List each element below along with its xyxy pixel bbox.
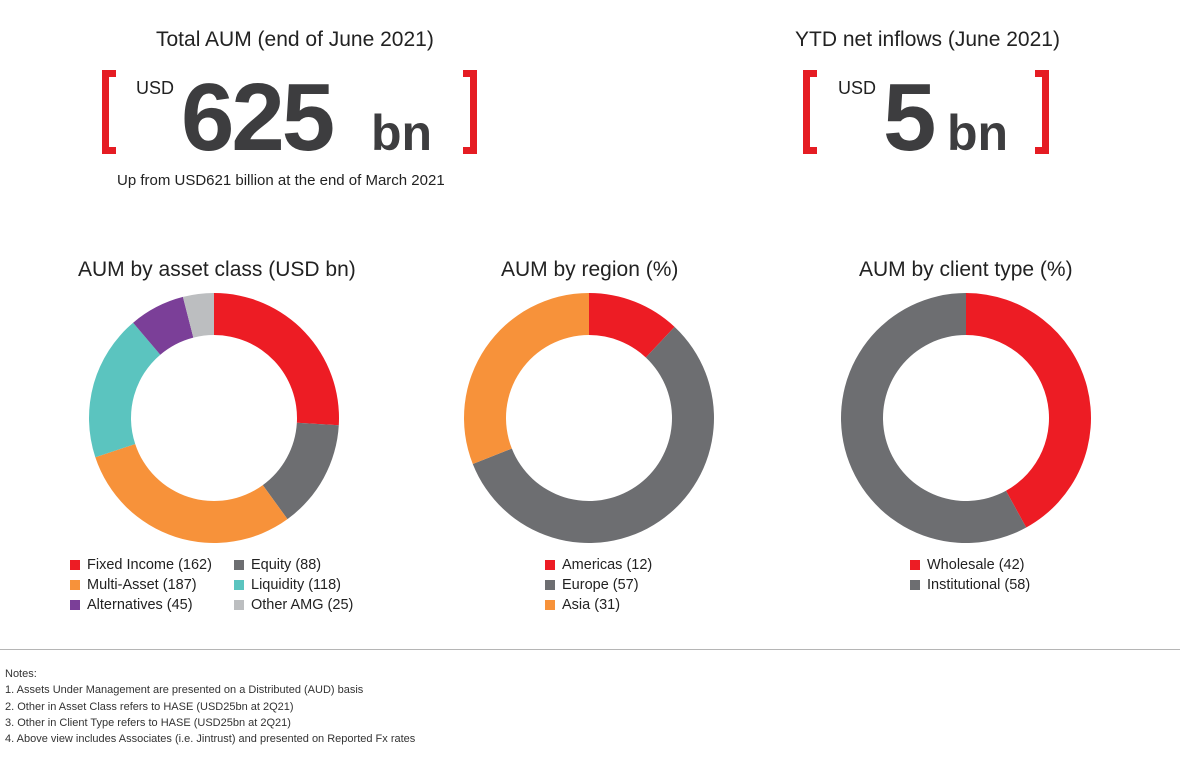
legend-label: Other AMG (25) [251,597,354,613]
legend-swatch [545,600,555,610]
region-chart-title: AUM by region (%) [501,258,679,281]
aum-kpi-title: Total AUM (end of June 2021) [156,28,434,51]
donut-slice-0 [966,293,1091,528]
legend-label: Equity (88) [251,557,322,573]
legend-item: Liquidity (118) [234,577,341,593]
legend-item: Fixed Income (162) [70,557,212,573]
legend-swatch [910,560,920,570]
legend-item: Europe (57) [545,577,639,593]
notes-divider [0,649,1180,650]
legend-label: Americas (12) [562,557,653,573]
client-type-donut [841,293,1091,543]
legend-swatch [70,600,80,610]
note-line: 1. Assets Under Management are presented… [5,684,364,697]
legend-label: Asia (31) [562,597,621,613]
legend-item: Americas (12) [545,557,652,573]
legend-label: Fixed Income (162) [87,557,212,573]
asset-class-donut [88,293,339,543]
note-line: 3. Other in Client Type refers to HASE (… [5,716,291,729]
aum-currency: USD [136,78,175,98]
inflows-kpi-title: YTD net inflows (June 2021) [795,28,1060,51]
legend-item: Wholesale (42) [910,557,1025,573]
legend-swatch [234,580,244,590]
client-type-chart-title: AUM by client type (%) [859,258,1073,281]
legend-swatch [234,560,244,570]
legend-swatch [910,580,920,590]
donut-slice-2 [95,444,288,543]
donut-slice-0 [589,293,675,358]
region-donut [464,293,714,543]
aum-unit: bn [371,105,433,161]
inflows-left-bracket [803,70,817,154]
legend-item: Alternatives (45) [70,597,193,613]
asset-class-chart-title: AUM by asset class (USD bn) [78,258,356,281]
notes-block: Notes: 1. Assets Under Management are pr… [5,666,415,747]
donut-slice-1 [262,422,339,520]
note-line: 4. Above view includes Associates (i.e. … [5,733,416,746]
legend-item: Equity (88) [234,557,321,573]
legend-label: Wholesale (42) [927,557,1025,573]
legend-swatch [70,560,80,570]
aum-right-bracket [463,70,477,154]
legend-label: Europe (57) [562,577,639,593]
donut-slice-3 [88,322,161,458]
inflows-value: 5 [883,64,936,171]
donut-slice-5 [182,293,214,338]
legend-item: Multi-Asset (187) [70,577,197,593]
aum-subtitle: Up from USD621 billion at the end of Mar… [117,172,445,189]
legend-item: Asia (31) [545,597,620,613]
legend-swatch [545,580,555,590]
legend-label: Alternatives (45) [87,597,193,613]
legend-item: Other AMG (25) [234,597,353,613]
notes-heading: Notes: [5,668,37,680]
legend-label: Liquidity (118) [251,577,342,593]
aum-left-bracket [102,70,116,154]
donut-slice-2 [464,293,589,465]
inflows-right-bracket [1035,70,1049,154]
legend-swatch [545,560,555,570]
donut-slice-0 [214,293,339,426]
donut-slice-1 [472,326,714,543]
inflows-currency: USD [838,78,877,98]
inflows-unit: bn [947,105,1009,161]
legend-label: Multi-Asset (187) [87,577,197,593]
note-line: 2. Other in Asset Class refers to HASE (… [5,700,294,713]
legend-swatch [234,600,244,610]
legend-label: Institutional (58) [927,577,1031,593]
donut-slice-4 [133,296,194,355]
legend-swatch [70,580,80,590]
legend-item: Institutional (58) [910,577,1030,593]
donut-slice-1 [841,293,1027,543]
aum-value: 625 [181,64,335,171]
